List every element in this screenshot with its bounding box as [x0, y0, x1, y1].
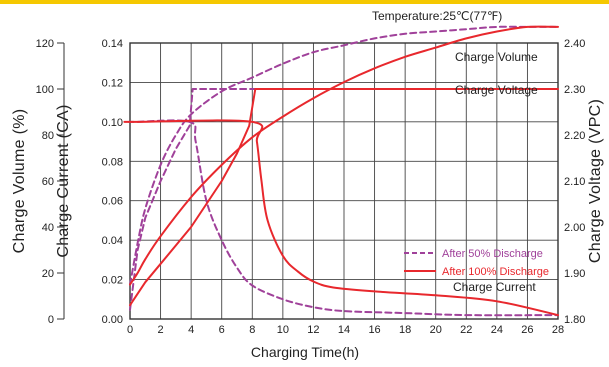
- x-tick-label: 10: [277, 324, 289, 336]
- y-tick-label-voltage: 1.80: [564, 314, 585, 326]
- y-tick-label-voltage: 2.10: [564, 176, 585, 188]
- y-tick-label-current: 0.10: [102, 117, 123, 129]
- y-tick-label-volume: 80: [42, 130, 54, 142]
- x-tick-label: 20: [430, 324, 442, 336]
- y-tick-label-current: 0.06: [102, 196, 123, 208]
- legend-label-100: After 100% Discharge: [442, 266, 549, 278]
- y-tick-label-current: 0.00: [102, 314, 123, 326]
- x-tick-label: 6: [219, 324, 225, 336]
- series-line-charge-voltage-100: [129, 88, 559, 307]
- y-tick-label-voltage: 2.00: [564, 222, 585, 234]
- x-tick-label: 0: [127, 324, 133, 336]
- y-tick-label-current: 0.02: [102, 275, 123, 287]
- y-tick-label-voltage: 2.30: [564, 84, 585, 96]
- annotation-charge-voltage: Charge Voltage: [455, 83, 538, 97]
- y-axis-title-volume: Charge Volume (%): [11, 109, 28, 254]
- y-tick-label-current: 0.04: [102, 235, 123, 247]
- y-tick-label-volume: 60: [42, 176, 54, 188]
- x-tick-label: 14: [338, 324, 350, 336]
- series-line-charge-volume-50: [129, 25, 559, 286]
- y-tick-label-current: 0.08: [102, 156, 123, 168]
- x-axis-title: Charging Time(h): [251, 344, 359, 360]
- series-line-charge-current-100: [123, 119, 559, 317]
- y-tick-label-voltage: 2.20: [564, 130, 585, 142]
- legend-label-50: After 50% Discharge: [442, 248, 543, 260]
- top-accent-bar: [0, 0, 609, 4]
- x-tick-label: 26: [521, 324, 533, 336]
- annotation-charge-volume: Charge Volume: [455, 50, 538, 64]
- series-line-charge-voltage-50: [129, 88, 559, 311]
- y-tick-label-volume: 120: [36, 38, 54, 50]
- y-axis-title-current: Charge Current (CA): [55, 104, 72, 257]
- x-tick-label: 22: [460, 324, 472, 336]
- x-tick-label: 16: [368, 324, 380, 336]
- x-tick-label: 2: [158, 324, 164, 336]
- temperature-label: Temperature:25℃(77℉): [372, 9, 502, 23]
- y-tick-label-voltage: 1.90: [564, 268, 585, 280]
- series-line-charge-volume-100: [129, 25, 559, 286]
- series-line-charge-current-50: [127, 119, 559, 317]
- legend: After 50% Discharge After 100% Discharge: [404, 248, 549, 278]
- x-tick-label: 24: [491, 324, 503, 336]
- y-axis-title-voltage: Charge Voltage (VPC): [587, 99, 604, 263]
- y-tick-label-volume: 40: [42, 222, 54, 234]
- x-tick-label: 28: [552, 324, 564, 336]
- y-tick-label-current: 0.14: [102, 38, 123, 50]
- annotation-charge-current: Charge Current: [453, 280, 536, 294]
- axes: 0 2 4 6 8 10 12 14 16 18 20 22 24 26 28020406080100120…: [36, 38, 586, 336]
- plot-frame: [129, 42, 559, 320]
- x-tick-label: 18: [399, 324, 411, 336]
- y-tick-label-voltage: 2.40: [564, 38, 585, 50]
- y-tick-label-volume: 20: [42, 268, 54, 280]
- series: [123, 25, 559, 317]
- y-tick-label-current: 0.12: [102, 77, 123, 89]
- x-tick-label: 12: [307, 324, 319, 336]
- x-tick-label: 8: [249, 324, 255, 336]
- y-tick-label-volume: 100: [36, 84, 54, 96]
- x-tick-label: 4: [188, 324, 194, 336]
- y-tick-label-volume: 0: [48, 314, 54, 326]
